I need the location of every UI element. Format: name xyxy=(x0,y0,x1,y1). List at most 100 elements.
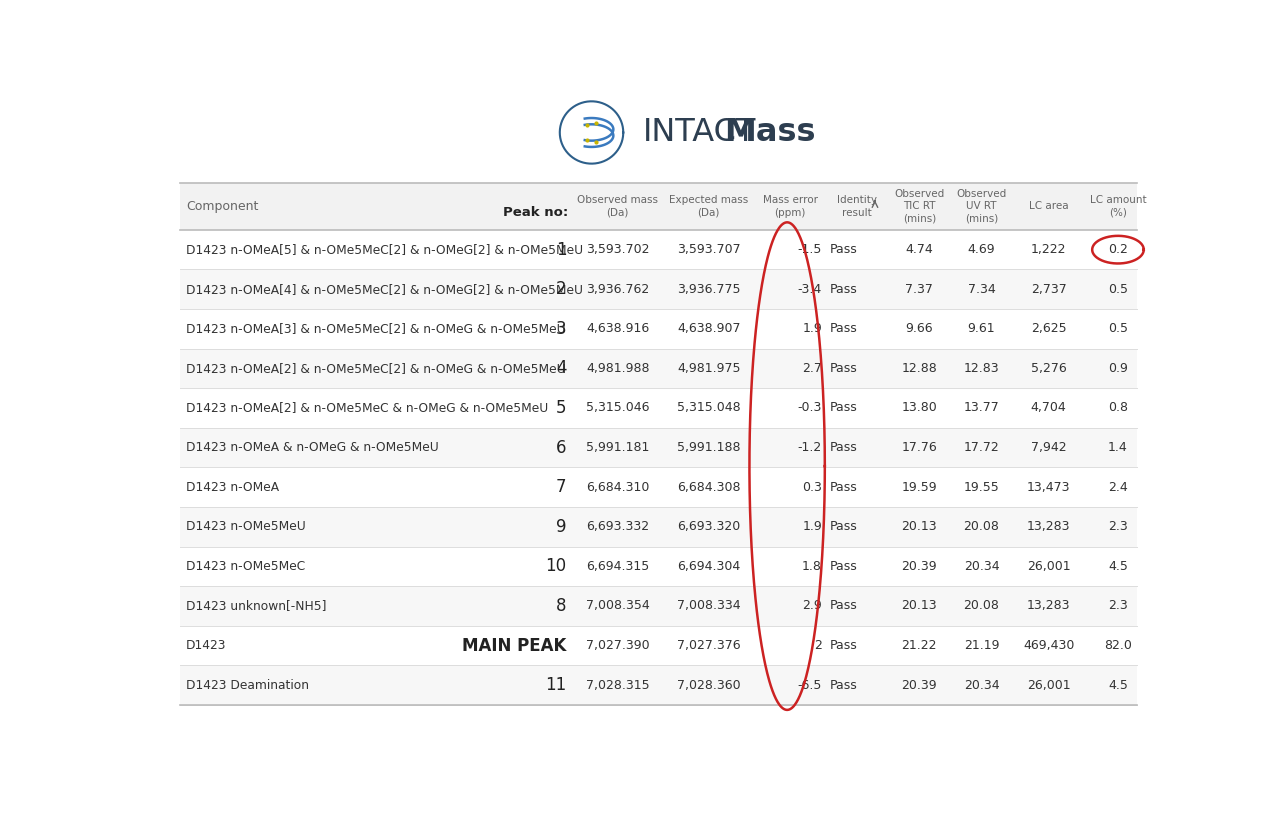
Text: Pass: Pass xyxy=(829,441,858,454)
Text: 0.5: 0.5 xyxy=(1108,282,1128,295)
Text: D1423 n-OMeA[5] & n-OMe5MeC[2] & n-OMeG[2] & n-OMe5MeU: D1423 n-OMeA[5] & n-OMe5MeC[2] & n-OMeG[… xyxy=(186,243,582,256)
Text: 20.13: 20.13 xyxy=(901,521,937,533)
Text: 4.5: 4.5 xyxy=(1108,679,1128,692)
Text: 0.8: 0.8 xyxy=(1108,401,1128,415)
Text: Pass: Pass xyxy=(829,282,858,295)
Text: Observed
TIC RT
(mins): Observed TIC RT (mins) xyxy=(895,189,945,224)
Text: 20.34: 20.34 xyxy=(964,560,1000,573)
Text: 1.9: 1.9 xyxy=(803,322,822,335)
Bar xyxy=(179,269,1137,309)
Text: 20.08: 20.08 xyxy=(964,521,1000,533)
Text: 4,704: 4,704 xyxy=(1030,401,1066,415)
Text: Pass: Pass xyxy=(829,639,858,652)
Text: 2: 2 xyxy=(814,639,822,652)
Text: 6,693.320: 6,693.320 xyxy=(677,521,740,533)
Text: 2: 2 xyxy=(556,280,566,298)
Text: 2,625: 2,625 xyxy=(1030,322,1066,335)
Text: 1: 1 xyxy=(556,241,566,259)
Bar xyxy=(179,507,1137,547)
Text: 1,222: 1,222 xyxy=(1030,243,1066,256)
Text: Mass: Mass xyxy=(724,117,815,148)
Text: 0.5: 0.5 xyxy=(1108,322,1128,335)
Text: D1423 n-OMeA[2] & n-OMe5MeC[2] & n-OMeG & n-OMe5MeU: D1423 n-OMeA[2] & n-OMe5MeC[2] & n-OMeG … xyxy=(186,362,566,375)
Text: 9.66: 9.66 xyxy=(905,322,933,335)
Text: 11: 11 xyxy=(545,676,566,694)
Text: Pass: Pass xyxy=(829,243,858,256)
Text: 20.39: 20.39 xyxy=(901,679,937,692)
Text: 26,001: 26,001 xyxy=(1027,679,1070,692)
Text: 469,430: 469,430 xyxy=(1023,639,1074,652)
Bar xyxy=(179,183,1137,230)
Text: 12.88: 12.88 xyxy=(901,362,937,375)
Text: Pass: Pass xyxy=(829,401,858,415)
Text: D1423 n-OMeA & n-OMeG & n-OMe5MeU: D1423 n-OMeA & n-OMeG & n-OMe5MeU xyxy=(186,441,439,454)
Text: Identity
result: Identity result xyxy=(837,195,877,218)
Text: 1.4: 1.4 xyxy=(1108,441,1128,454)
Bar xyxy=(179,428,1137,468)
Text: D1423 Deamination: D1423 Deamination xyxy=(186,679,308,692)
Text: 4.5: 4.5 xyxy=(1108,560,1128,573)
Text: 19.55: 19.55 xyxy=(964,481,1000,494)
Text: 0.2: 0.2 xyxy=(1108,243,1128,256)
Text: 21.22: 21.22 xyxy=(901,639,937,652)
Text: 2,737: 2,737 xyxy=(1030,282,1066,295)
Text: 4.74: 4.74 xyxy=(905,243,933,256)
Text: 3: 3 xyxy=(556,320,566,338)
Text: 7,028.315: 7,028.315 xyxy=(586,679,650,692)
Bar xyxy=(179,468,1137,507)
Text: 7,008.334: 7,008.334 xyxy=(677,600,741,613)
Text: 19.59: 19.59 xyxy=(901,481,937,494)
Bar xyxy=(179,388,1137,428)
Text: 5,315.048: 5,315.048 xyxy=(677,401,741,415)
Text: 6,693.332: 6,693.332 xyxy=(586,521,649,533)
Text: 5: 5 xyxy=(556,399,566,417)
Text: 6,694.315: 6,694.315 xyxy=(586,560,649,573)
Text: 4,981.975: 4,981.975 xyxy=(677,362,741,375)
Text: 6,694.304: 6,694.304 xyxy=(677,560,740,573)
Text: 4: 4 xyxy=(556,359,566,378)
Text: 5,276: 5,276 xyxy=(1030,362,1066,375)
Text: -1.2: -1.2 xyxy=(797,441,822,454)
Text: 21.19: 21.19 xyxy=(964,639,1000,652)
Text: D1423 n-OMe5MeU: D1423 n-OMe5MeU xyxy=(186,521,306,533)
Text: 13.77: 13.77 xyxy=(964,401,1000,415)
Text: 0.9: 0.9 xyxy=(1108,362,1128,375)
Text: Mass error
(ppm): Mass error (ppm) xyxy=(763,195,818,218)
Text: 20.34: 20.34 xyxy=(964,679,1000,692)
Text: 82.0: 82.0 xyxy=(1105,639,1132,652)
Text: 20.08: 20.08 xyxy=(964,600,1000,613)
Text: 13,283: 13,283 xyxy=(1027,600,1070,613)
Text: 17.76: 17.76 xyxy=(901,441,937,454)
Text: Pass: Pass xyxy=(829,679,858,692)
Text: 6,684.308: 6,684.308 xyxy=(677,481,741,494)
Text: 9: 9 xyxy=(556,517,566,536)
Text: D1423 n-OMeA: D1423 n-OMeA xyxy=(186,481,279,494)
Text: 8: 8 xyxy=(556,597,566,615)
Text: Pass: Pass xyxy=(829,521,858,533)
Text: 12.83: 12.83 xyxy=(964,362,1000,375)
Text: 13.80: 13.80 xyxy=(901,401,937,415)
Text: 13,283: 13,283 xyxy=(1027,521,1070,533)
Text: D1423 n-OMeA[4] & n-OMe5MeC[2] & n-OMeG[2] & n-OMe5MeU: D1423 n-OMeA[4] & n-OMe5MeC[2] & n-OMeG[… xyxy=(186,282,582,295)
Text: 5,315.046: 5,315.046 xyxy=(586,401,649,415)
Text: 4,638.907: 4,638.907 xyxy=(677,322,741,335)
Text: 20.39: 20.39 xyxy=(901,560,937,573)
Text: D1423 n-OMe5MeC: D1423 n-OMe5MeC xyxy=(186,560,305,573)
Text: 7,008.354: 7,008.354 xyxy=(586,600,650,613)
Text: D1423 n-OMeA[2] & n-OMe5MeC & n-OMeG & n-OMe5MeU: D1423 n-OMeA[2] & n-OMe5MeC & n-OMeG & n… xyxy=(186,401,548,415)
Text: 1.9: 1.9 xyxy=(803,521,822,533)
Bar xyxy=(179,665,1137,705)
Text: Observed mass
(Da): Observed mass (Da) xyxy=(577,195,658,218)
Text: -1.5: -1.5 xyxy=(797,243,822,256)
Text: 9.61: 9.61 xyxy=(968,322,996,335)
Text: 7,027.390: 7,027.390 xyxy=(586,639,650,652)
Text: 3,593.702: 3,593.702 xyxy=(586,243,649,256)
Text: -3.4: -3.4 xyxy=(797,282,822,295)
Bar xyxy=(179,626,1137,665)
Text: 7,028.360: 7,028.360 xyxy=(677,679,741,692)
Text: 4,638.916: 4,638.916 xyxy=(586,322,649,335)
Text: 7.34: 7.34 xyxy=(968,282,996,295)
Text: -0.3: -0.3 xyxy=(797,401,822,415)
Text: D1423 unknown[-NH5]: D1423 unknown[-NH5] xyxy=(186,600,326,613)
Text: LC area: LC area xyxy=(1029,202,1069,211)
